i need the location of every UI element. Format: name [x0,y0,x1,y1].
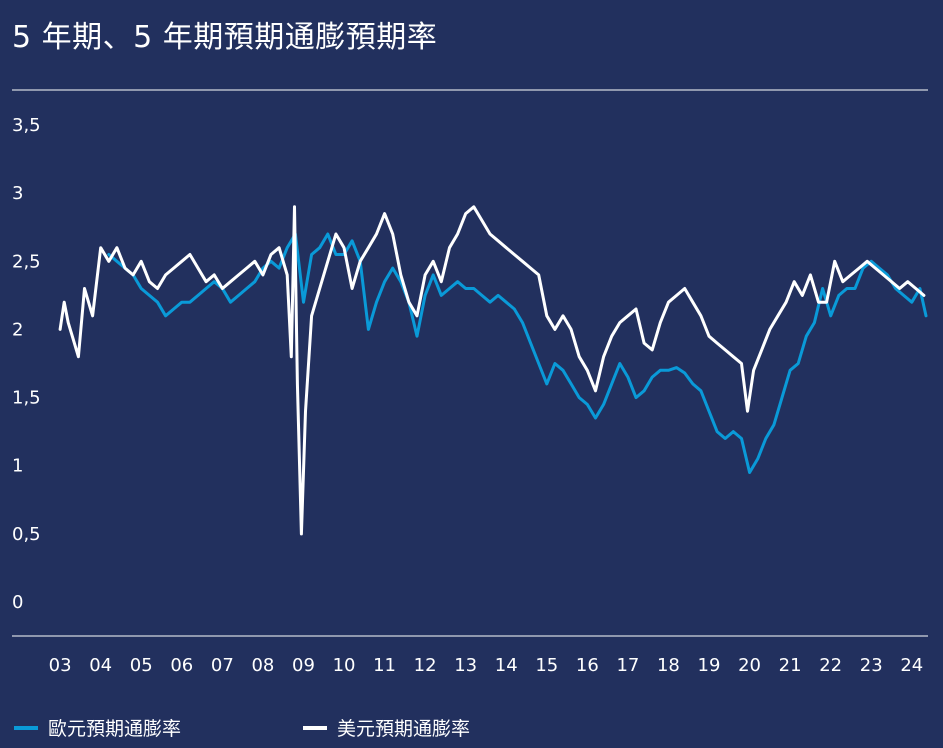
x-tick-label: 14 [495,655,518,676]
legend-label-usd: 美元預期通膨率 [337,718,471,740]
legend-item-usd: 美元預期通膨率 [303,714,470,741]
x-tick-label: 20 [738,655,761,676]
x-tick-label: 16 [576,655,599,676]
x-tick-label: 13 [454,655,477,676]
legend-swatch-usd [303,725,327,730]
legend: 歐元預期通膨率 美元預期通膨率 [0,714,943,741]
x-axis-ticks: 03 04 05 06 07 08 09 10 11 12 13 14 15 16 17 18 19 20 21 22… [49,655,924,676]
x-tick-label: 19 [698,655,721,676]
y-tick-label: 1,5 [12,388,41,409]
x-tick-label: 05 [130,655,153,676]
x-tick-label: 23 [860,655,883,676]
x-tick-label: 21 [779,655,802,676]
y-tick-label: 2 [12,319,23,340]
series-line-eur [107,232,928,474]
x-tick-label: 07 [211,655,234,676]
legend-item-eur: 歐元預期通膨率 [14,714,181,741]
legend-swatch-eur [14,725,38,730]
y-tick-label: 3 [12,183,23,204]
x-tick-label: 03 [49,655,72,676]
x-tick-label: 15 [535,655,558,676]
y-tick-label: 0,5 [12,524,41,545]
x-tick-label: 18 [657,655,680,676]
y-tick-label: 3,5 [12,115,41,136]
x-tick-label: 04 [89,655,112,676]
chart-title: 5 年期、5 年期預期通膨預期率 [12,20,438,55]
y-tick-label: 1 [12,456,23,477]
series-lines [58,205,928,536]
x-tick-label: 11 [373,655,396,676]
x-tick-label: 17 [616,655,639,676]
x-tick-label: 06 [170,655,193,676]
legend-label-eur: 歐元預期通膨率 [48,718,182,740]
x-tick-label: 09 [292,655,315,676]
y-tick-label: 0 [12,592,23,613]
x-tick-label: 08 [251,655,274,676]
x-tick-label: 22 [819,655,842,676]
x-tick-label: 12 [414,655,437,676]
y-tick-label: 2,5 [12,251,41,272]
x-tick-label: 10 [333,655,356,676]
x-tick-label: 24 [900,655,923,676]
y-axis-ticks: 0 0,5 1 1,5 2 2,5 3 3,5 [12,115,41,613]
series-line-usd [58,205,926,536]
